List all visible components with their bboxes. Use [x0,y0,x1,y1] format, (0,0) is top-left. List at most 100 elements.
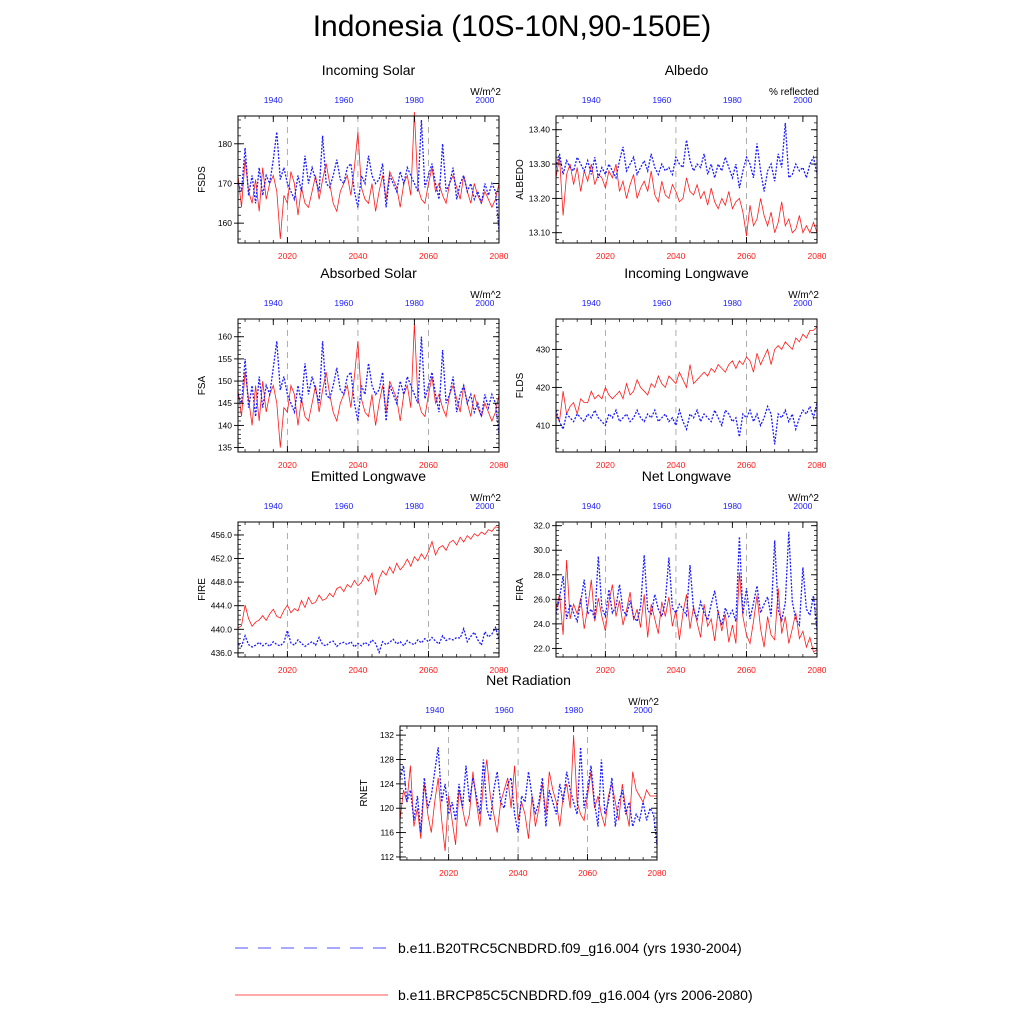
absorbed-solar-xtick-label-2020: 2020 [278,460,297,470]
net-longwave-top-tick-label-2000: 2000 [793,501,812,511]
net-radiation-ytick-label: 112 [380,852,394,862]
incoming-longwave-ytick-label: 430 [536,344,550,354]
incoming-solar-ylabel: FSDS [197,166,208,193]
net-radiation-ylabel: RNET [359,779,370,806]
net-radiation-ytick-label: 128 [380,755,394,765]
page-title: Indonesia (10S-10N,90-150E) [312,10,712,43]
net-radiation-top-tick-label-2000: 2000 [634,705,653,715]
net-longwave-xtick-label-2060: 2060 [737,665,756,675]
emitted-longwave-ytick-label: 440.0 [211,624,233,634]
emitted-longwave-xtick-label-2040: 2040 [348,665,367,675]
incoming-solar-xtick-label-2020: 2020 [278,251,297,261]
incoming-longwave-units-label: W/m^2 [788,290,819,301]
albedo-xtick-label-2080: 2080 [808,251,827,261]
incoming-longwave-top-tick-label-1940: 1940 [582,298,601,308]
net-radiation-xtick-label-2060: 2060 [578,868,597,878]
absorbed-solar-top-tick-label-1980: 1980 [405,298,424,308]
absorbed-solar-series-historical [237,336,500,435]
emitted-longwave-top-tick-label-1980: 1980 [405,501,424,511]
emitted-longwave-ytick-label: 456.0 [211,530,233,540]
net-radiation-frame [399,725,658,861]
incoming-longwave-xtick-label-2020: 2020 [596,460,615,470]
net-radiation-xtick-label-2080: 2080 [648,868,667,878]
incoming-solar-top-tick-label-1980: 1980 [405,95,424,105]
absorbed-solar-frame [237,318,500,453]
incoming-solar-top-tick-label-2000: 2000 [475,95,494,105]
incoming-solar-xtick-label-2060: 2060 [419,251,438,261]
net-longwave-units-label: W/m^2 [788,493,819,504]
incoming-solar-ytick-label: 170 [218,178,232,188]
incoming-solar-panel: Incoming Solar W/m^2 FSDS 160 170 180 2020 2040… [197,62,509,261]
absorbed-solar-xtick-label-2060: 2060 [419,460,438,470]
incoming-longwave-ytick-label: 410 [536,420,550,430]
absorbed-solar-xtick-label-2080: 2080 [490,460,509,470]
emitted-longwave-ytick-label: 452.0 [211,554,233,564]
incoming-solar-title: Incoming Solar [322,62,416,78]
net-radiation-top-tick-label-1980: 1980 [564,705,583,715]
net-radiation-series-future [399,735,657,851]
emitted-longwave-xtick-label-2060: 2060 [419,665,438,675]
emitted-longwave-ylabel: FIRE [197,578,208,601]
albedo-series-historical [555,122,818,192]
albedo-xtick-label-2040: 2040 [666,251,685,261]
absorbed-solar-ytick-label: 145 [218,398,232,408]
incoming-longwave-ylabel: FLDS [515,372,526,398]
net-longwave-ytick-label: 28.0 [533,570,550,580]
emitted-longwave-series-historical [237,625,500,655]
legend: b.e11.B20TRC5CNBDRD.f09_g16.004 (yrs 193… [235,940,753,1003]
albedo-top-tick-label-1940: 1940 [582,95,601,105]
albedo-ytick-label: 13.30 [529,159,551,169]
absorbed-solar-panel: Absorbed Solar W/m^2 FSA 135 140 145 150 155 160… [197,265,509,470]
absorbed-solar-ytick-label: 160 [218,332,232,342]
emitted-longwave-frame [237,521,500,658]
albedo-frame [555,115,818,244]
albedo-xtick-label-2060: 2060 [737,251,756,261]
emitted-longwave-xtick-label-2080: 2080 [490,665,509,675]
emitted-longwave-ytick-label: 436.0 [211,648,233,658]
net-longwave-top-tick-label-1960: 1960 [652,501,671,511]
incoming-longwave-top-tick-label-2000: 2000 [793,298,812,308]
absorbed-solar-ytick-label: 155 [218,354,232,364]
incoming-solar-top-tick-label-1940: 1940 [264,95,283,105]
emitted-longwave-ytick-label: 448.0 [211,577,233,587]
absorbed-solar-top-tick-label-1960: 1960 [334,298,353,308]
absorbed-solar-top-tick-label-2000: 2000 [475,298,494,308]
incoming-solar-top-tick-label-1960: 1960 [334,95,353,105]
incoming-solar-ytick-label: 160 [218,218,232,228]
net-longwave-title: Net Longwave [642,468,732,484]
net-radiation-ytick-label: 124 [380,779,394,789]
net-radiation-top-tick-label-1960: 1960 [495,705,514,715]
absorbed-solar-top-tick-label-1940: 1940 [264,298,283,308]
incoming-longwave-xtick-label-2060: 2060 [737,460,756,470]
net-radiation-series-historical [399,747,658,845]
albedo-ytick-label: 13.10 [529,228,551,238]
albedo-ytick-label: 13.40 [529,125,551,135]
net-radiation-xtick-label-2020: 2020 [439,868,458,878]
incoming-longwave-panel: Incoming Longwave W/m^2 FLDS 410 420 430 2020 2… [515,265,827,470]
net-longwave-ytick-label: 26.0 [533,594,550,604]
incoming-longwave-frame [555,318,818,453]
net-longwave-xtick-label-2020: 2020 [596,665,615,675]
absorbed-solar-ytick-label: 135 [218,443,232,453]
net-longwave-top-tick-label-1980: 1980 [723,501,742,511]
emitted-longwave-series-future [237,526,500,629]
incoming-solar-xtick-label-2040: 2040 [348,251,367,261]
incoming-solar-ytick-label: 180 [218,139,232,149]
albedo-units-label: % reflected [769,87,819,98]
absorbed-solar-ytick-label: 150 [218,376,232,386]
incoming-longwave-top-tick-label-1960: 1960 [652,298,671,308]
emitted-longwave-panel: Emitted Longwave W/m^2 FIRE 436.0 440.0 444.0… [197,468,509,675]
emitted-longwave-units-label: W/m^2 [470,493,501,504]
emitted-longwave-title: Emitted Longwave [311,468,426,484]
absorbed-solar-xtick-label-2040: 2040 [348,460,367,470]
net-radiation-panel: Net Radiation W/m^2 RNET 112 116 120 124 128 132… [359,672,667,878]
net-longwave-panel: Net Longwave W/m^2 FIRA 22.0 24.0 26.0 28.0 30.… [515,468,827,675]
incoming-longwave-series-historical [555,402,818,445]
net-longwave-series-historical [555,531,818,631]
albedo-top-tick-label-1980: 1980 [723,95,742,105]
incoming-solar-units-label: W/m^2 [470,87,501,98]
incoming-solar-frame [237,115,500,244]
net-radiation-ytick-label: 120 [380,803,394,813]
